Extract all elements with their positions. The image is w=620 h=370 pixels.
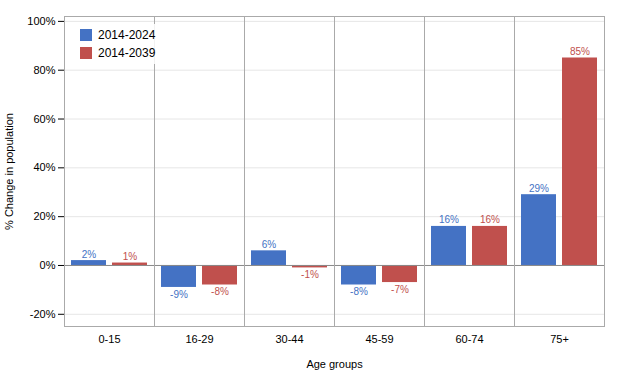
svg-text:40%: 40%	[33, 161, 55, 173]
svg-text:% Change in population: % Change in population	[3, 113, 15, 230]
svg-text:-8%: -8%	[350, 286, 368, 297]
svg-text:1%: 1%	[123, 251, 138, 262]
svg-text:-7%: -7%	[391, 284, 409, 295]
svg-text:60%: 60%	[33, 113, 55, 125]
svg-text:2%: 2%	[82, 249, 97, 260]
svg-text:16%: 16%	[439, 214, 459, 225]
html-text:2014-2039: 2014-2039	[98, 46, 156, 60]
svg-text:-20%: -20%	[30, 308, 56, 320]
html-text:2014-2024: 2014-2024	[98, 28, 156, 42]
svg-text:0%: 0%	[40, 259, 56, 271]
svg-text:-8%: -8%	[211, 286, 229, 297]
svg-text:29%: 29%	[529, 183, 549, 194]
svg-text:Age groups: Age groups	[306, 358, 363, 370]
svg-text:60-74: 60-74	[455, 333, 483, 345]
svg-text:30-44: 30-44	[275, 333, 303, 345]
svg-text:100%: 100%	[27, 15, 55, 27]
svg-text:6%: 6%	[262, 239, 277, 250]
svg-text:16-29: 16-29	[185, 333, 213, 345]
svg-text:-1%: -1%	[301, 269, 319, 280]
svg-text:85%: 85%	[570, 46, 590, 57]
svg-text:45-59: 45-59	[365, 333, 393, 345]
svg-text:20%: 20%	[33, 210, 55, 222]
svg-text:16%: 16%	[480, 214, 500, 225]
svg-text:0-15: 0-15	[98, 333, 120, 345]
svg-text:-9%: -9%	[170, 289, 188, 300]
svg-text:75+: 75+	[550, 333, 569, 345]
svg-text:80%: 80%	[33, 64, 55, 76]
